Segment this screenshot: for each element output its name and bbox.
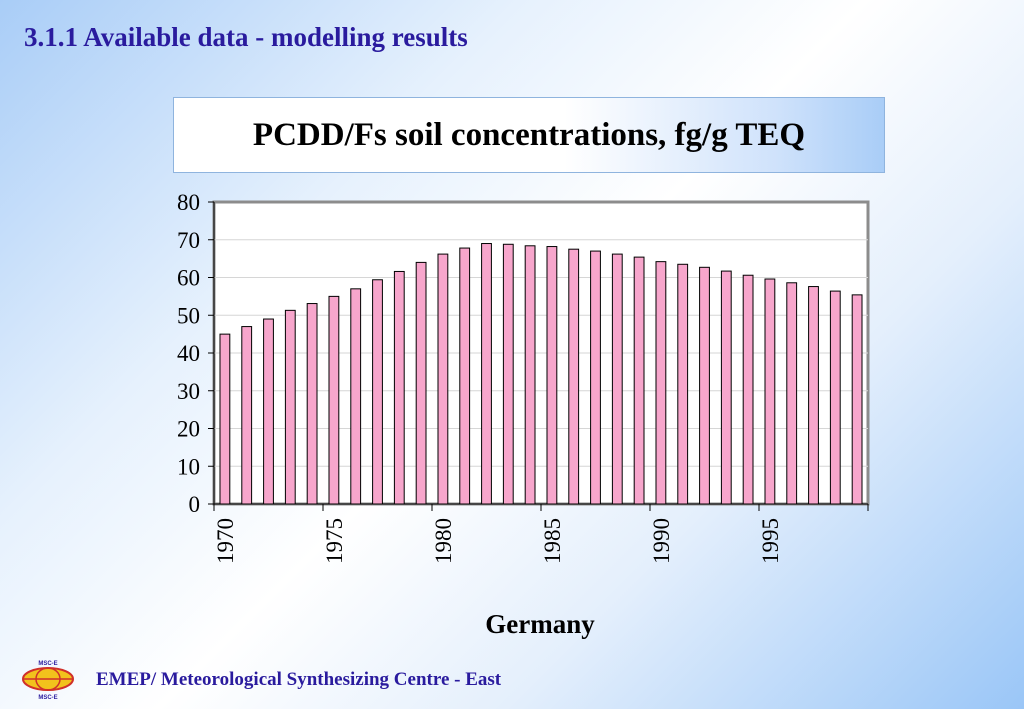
- bar: [764, 278, 776, 505]
- bar: [372, 279, 383, 505]
- bar: [393, 270, 405, 505]
- bar: [568, 248, 580, 505]
- y-tick-label: 50: [177, 303, 200, 328]
- bar: [241, 326, 253, 505]
- bar: [459, 247, 471, 505]
- y-tick-label: 0: [189, 492, 201, 517]
- bar: [284, 309, 296, 505]
- bar: [742, 274, 754, 505]
- bar: [677, 263, 689, 505]
- x-tick-label: 1985: [540, 518, 565, 564]
- x-tick-label: 1980: [431, 518, 456, 564]
- y-tick-label: 20: [177, 417, 200, 442]
- bar: [633, 256, 645, 505]
- gridlines-group: [214, 239, 868, 467]
- bar: [611, 253, 623, 505]
- bar: [306, 303, 318, 505]
- bar: [720, 270, 732, 505]
- y-tick-label: 60: [177, 266, 200, 291]
- slide-heading: 3.1.1 Available data - modelling results: [24, 22, 468, 52]
- bar: [829, 290, 841, 505]
- x-tick-label: 1990: [649, 518, 674, 564]
- bar: [328, 295, 340, 505]
- bar: [263, 318, 274, 505]
- axes-group: [208, 201, 869, 511]
- bar: [655, 261, 667, 505]
- y-tick-label: 10: [177, 454, 200, 479]
- bar: [350, 288, 362, 505]
- footer-text: EMEP/ Meteorological Synthesizing Centre…: [96, 669, 502, 690]
- chart-title: PCDD/Fs soil concentrations, fg/g TEQ: [252, 116, 806, 153]
- bar: [437, 253, 449, 505]
- chart-title-box: PCDD/Fs soil concentrations, fg/g TEQ: [173, 97, 885, 173]
- y-tick-label: 40: [177, 341, 200, 366]
- y-tick-labels: 0 10 20 30 40 50 60 70 80: [177, 190, 200, 517]
- x-tick-label: 1975: [322, 518, 347, 564]
- svg-text:MSC-E: MSC-E: [38, 661, 57, 667]
- x-tick-label: 1995: [758, 518, 783, 564]
- y-tick-label: 30: [177, 379, 200, 404]
- bar: [219, 333, 231, 505]
- x-tick-labels: 1970 1975 1980 1985 1990 1995: [213, 518, 783, 564]
- x-axis-label: Germany: [485, 609, 595, 639]
- bar: [786, 282, 798, 505]
- y-tick-label: 70: [177, 228, 200, 253]
- msc-e-logo: MSC-E MSC-E: [22, 661, 74, 701]
- bar: [851, 294, 863, 505]
- x-tick-label: 1970: [213, 518, 238, 564]
- bar: [502, 243, 514, 505]
- svg-text:MSC-E: MSC-E: [38, 695, 57, 701]
- y-tick-label: 80: [177, 190, 200, 215]
- bar: [699, 266, 710, 505]
- bars-group: [219, 243, 863, 505]
- bar: [808, 286, 819, 505]
- bar: [590, 250, 601, 505]
- bar: [546, 246, 558, 505]
- bar: [524, 245, 536, 505]
- bar: [415, 261, 427, 505]
- bar: [481, 243, 492, 505]
